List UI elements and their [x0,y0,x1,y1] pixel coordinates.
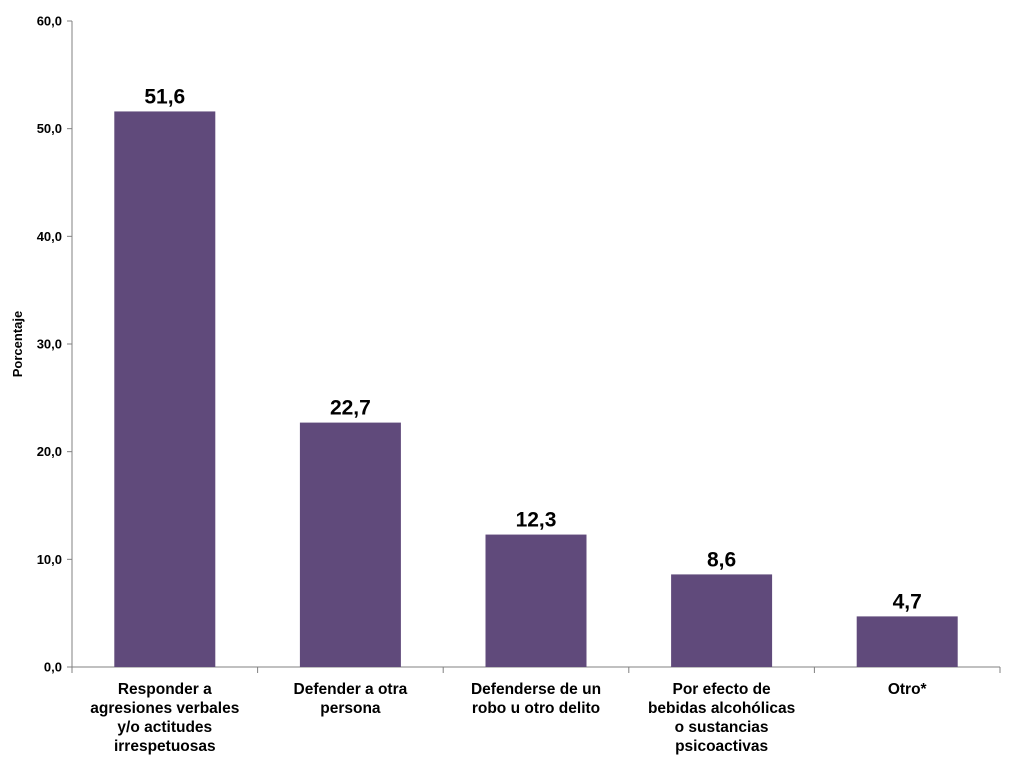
category-labels: Responder a agresiones verbales y/o actitu… [90,681,927,755]
y-tick-label: 60,0 [37,14,62,29]
y-tick-label: 0,0 [44,660,62,675]
data-label: 22,7 [330,397,371,420]
y-tick-label: 30,0 [37,337,62,352]
data-label: 4,7 [893,590,922,613]
bar [856,616,958,667]
x-tick-label: Defender a otra persona [294,681,408,717]
y-tick-label: 50,0 [37,121,62,136]
y-axis-title: Porcentaje [10,311,25,377]
x-axis [71,666,1001,673]
y-tick-label: 10,0 [37,552,62,567]
bar [299,422,401,667]
bar [485,534,587,667]
y-tick-label: 20,0 [37,444,62,459]
y-axis: 0,0 10,0 20,0 30,0 40,0 50,0 60,0 [37,14,73,675]
x-tick-label: Otro* [888,681,928,698]
bar [114,111,216,667]
x-tick-label: Defenderse de un robo u otro delito [471,681,601,717]
data-label: 8,6 [707,548,736,571]
x-tick-label: Por efecto de bebidas alcohólicas o sustan… [648,681,795,755]
x-tick-label: Responder a agresiones verbales y/o actitu… [90,681,239,755]
bar [671,574,773,667]
y-tick-label: 40,0 [37,229,62,244]
data-label: 12,3 [516,509,557,532]
data-label: 51,6 [144,85,185,108]
bars [114,111,958,667]
data-labels: 51,6 22,7 12,3 8,6 4,7 [144,85,921,613]
